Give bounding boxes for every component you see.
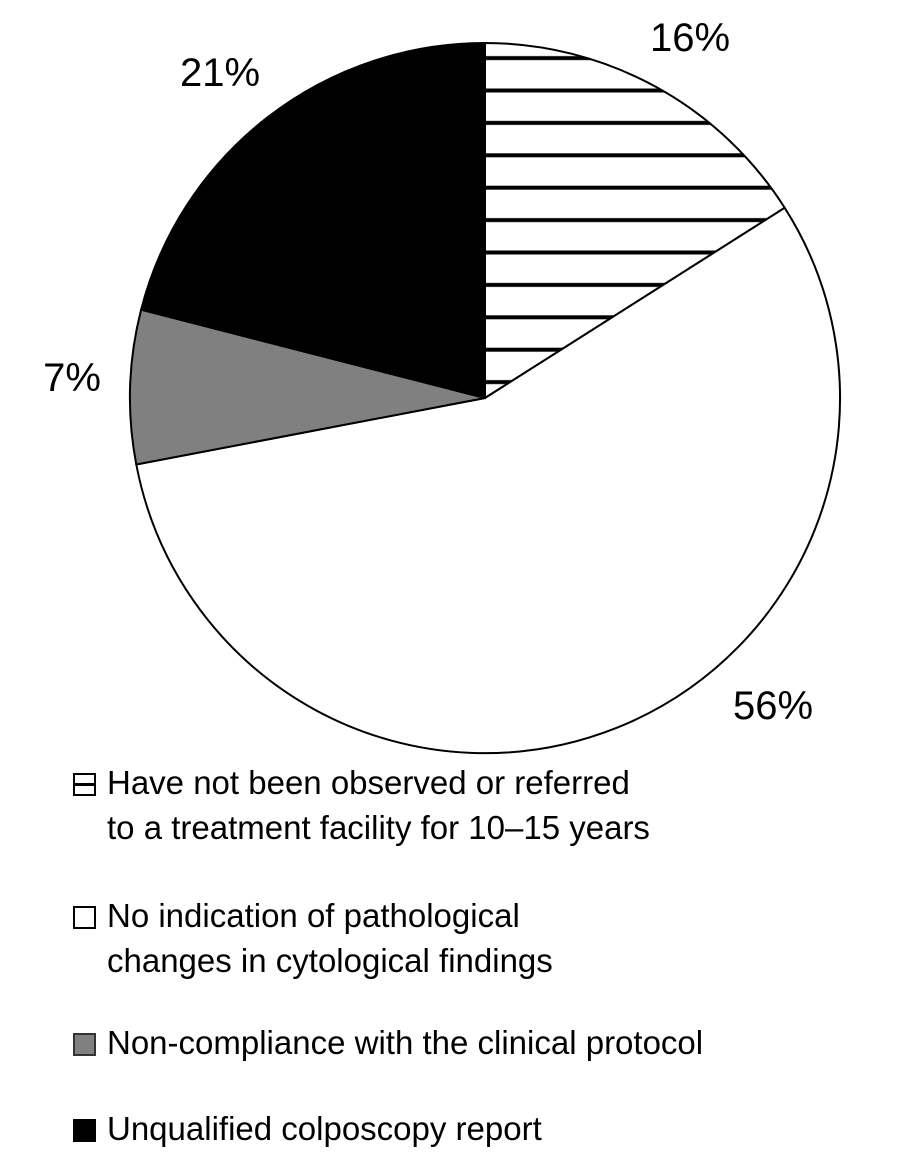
legend-line: Have not been observed or referred bbox=[107, 764, 630, 801]
pie-slice-unqualified bbox=[139, 41, 486, 400]
legend-label: Unqualified colposcopy report bbox=[107, 1106, 542, 1151]
slice-label-21: 21% bbox=[180, 51, 260, 95]
hatched-square-icon bbox=[73, 773, 96, 796]
slice-label-7: 7% bbox=[43, 356, 101, 400]
legend-line: to a treatment facility for 10–15 years bbox=[107, 809, 650, 846]
slice-label-16: 16% bbox=[650, 16, 730, 60]
legend-label: Have not been observed or referred to a … bbox=[107, 760, 650, 850]
black-square-icon bbox=[73, 1119, 96, 1142]
legend-item-not-observed: Have not been observed or referred to a … bbox=[73, 760, 650, 850]
legend-line: Unqualified colposcopy report bbox=[107, 1110, 542, 1147]
hatch-line bbox=[75, 783, 94, 786]
legend-item-no-indication: No indication of pathological changes in… bbox=[73, 893, 553, 983]
pie-slice-not-observed bbox=[484, 41, 787, 400]
legend-line: changes in cytological findings bbox=[107, 942, 553, 979]
legend-line: Non-compliance with the clinical protoco… bbox=[107, 1024, 704, 1061]
pie-slice-no-indication bbox=[135, 206, 842, 755]
pie-slice-non-compliance bbox=[129, 308, 486, 466]
legend-label: No indication of pathological changes in… bbox=[107, 893, 553, 983]
legend-line: No indication of pathological bbox=[107, 897, 520, 934]
white-square-icon bbox=[73, 906, 96, 929]
legend-item-non-compliance: Non-compliance with the clinical protoco… bbox=[73, 1020, 703, 1065]
legend-label: Non-compliance with the clinical protoco… bbox=[107, 1020, 703, 1065]
legend-item-unqualified: Unqualified colposcopy report bbox=[73, 1106, 542, 1151]
gray-square-icon bbox=[73, 1033, 96, 1056]
slice-label-56: 56% bbox=[733, 684, 813, 728]
pie-chart: 16% 21% 7% 56% bbox=[43, 16, 842, 755]
